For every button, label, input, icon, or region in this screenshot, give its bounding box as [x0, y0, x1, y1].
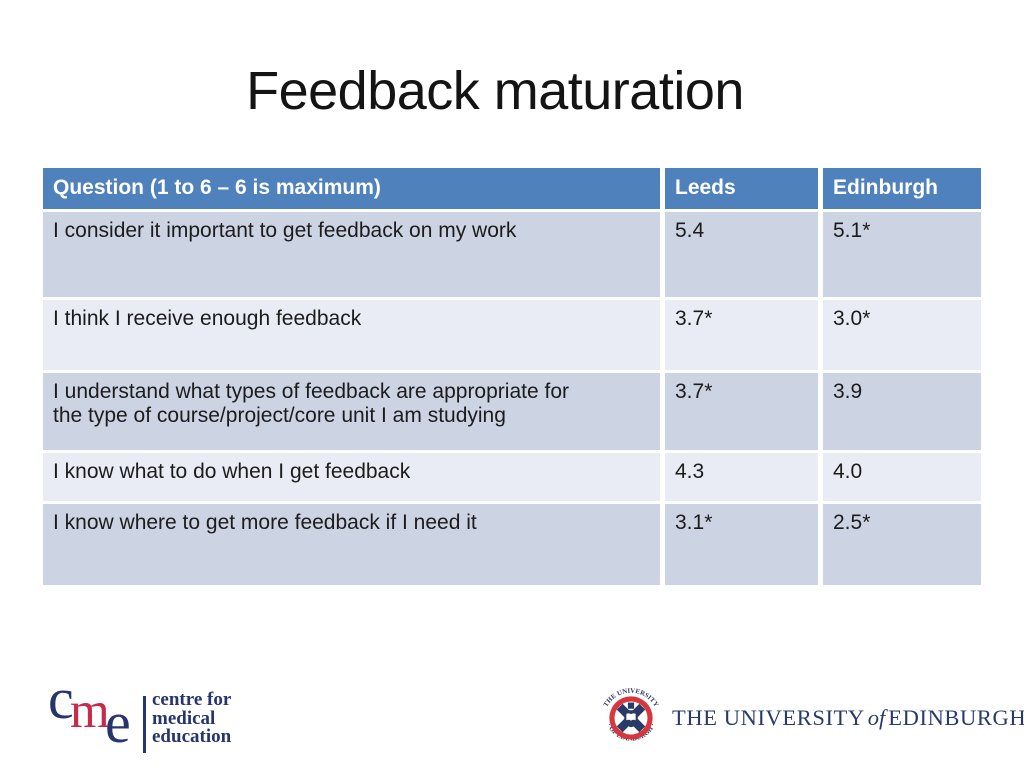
edinburgh-value-cell: 2.5*: [823, 504, 981, 588]
edinburgh-value-cell: 4.0: [823, 453, 981, 504]
cme-logo: c m e centre for medical education: [40, 665, 290, 760]
cme-letter-m: m: [70, 683, 110, 739]
cme-letter-e: e: [105, 690, 131, 755]
table-row: I understand what types of feedback are …: [43, 373, 981, 453]
column-header-leeds: Leeds: [665, 168, 823, 212]
edinburgh-value-cell: 3.0*: [823, 300, 981, 373]
university-wordmark: THE UNIVERSITY of EDINBURGH: [672, 705, 1024, 731]
cme-logo-text-line: education: [152, 726, 232, 747]
question-cell: I consider it important to get feedback …: [43, 212, 665, 300]
wordmark-of: of: [867, 705, 886, 730]
leeds-value-cell: 4.3: [665, 453, 823, 504]
cme-logo-text: centre for medical education: [152, 689, 232, 747]
feedback-table-container: Question (1 to 6 – 6 is maximum) Leeds E…: [43, 168, 981, 588]
column-header-edinburgh: Edinburgh: [823, 168, 981, 212]
cme-logo-text-line: centre for: [152, 689, 232, 710]
university-crest-icon: THE UNIVERSITY · OF EDINBURGH ·: [598, 685, 664, 751]
question-cell: I think I receive enough feedback: [43, 300, 665, 373]
wordmark-edinburgh: EDINBURGH: [888, 705, 1024, 730]
question-cell: I know what to do when I get feedback: [43, 453, 665, 504]
question-cell: I know where to get more feedback if I n…: [43, 504, 665, 588]
cme-letter-c: c: [48, 666, 74, 731]
column-header-question: Question (1 to 6 – 6 is maximum): [43, 168, 665, 212]
university-of-edinburgh-logo: THE UNIVERSITY · OF EDINBURGH · THE UNIV…: [598, 685, 1024, 751]
cme-logo-text-line: medical: [152, 707, 216, 729]
slide-title: Feedback maturation: [246, 61, 744, 121]
edinburgh-value-cell: 3.9: [823, 373, 981, 453]
leeds-value-cell: 3.1*: [665, 504, 823, 588]
question-cell: I understand what types of feedback are …: [43, 373, 665, 453]
leeds-value-cell: 3.7*: [665, 373, 823, 453]
cme-logo-divider: [143, 696, 146, 753]
table-header-row: Question (1 to 6 – 6 is maximum) Leeds E…: [43, 168, 981, 212]
leeds-value-cell: 3.7*: [665, 300, 823, 373]
feedback-table: Question (1 to 6 – 6 is maximum) Leeds E…: [43, 168, 981, 588]
leeds-value-cell: 5.4: [665, 212, 823, 300]
table-row: I think I receive enough feedback 3.7* 3…: [43, 300, 981, 373]
edinburgh-value-cell: 5.1*: [823, 212, 981, 300]
table-row: I know what to do when I get feedback 4.…: [43, 453, 981, 504]
wordmark-the-university: THE UNIVERSITY: [672, 705, 865, 730]
table-row: I consider it important to get feedback …: [43, 212, 981, 300]
table-row: I know where to get more feedback if I n…: [43, 504, 981, 588]
